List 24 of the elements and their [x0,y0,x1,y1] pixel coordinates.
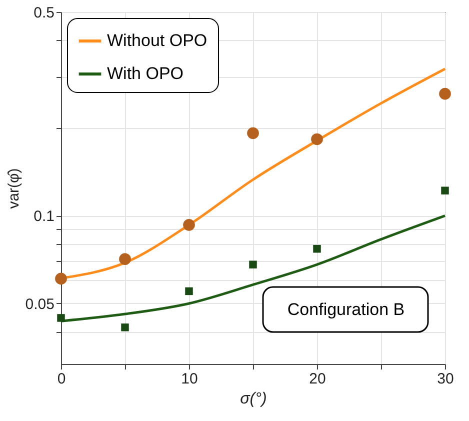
x-tick-label: 10 [181,370,198,388]
y-tick-label: 0.5 [34,4,54,22]
x-tick-label: 0 [57,370,66,388]
point [119,253,131,265]
point [313,244,321,253]
annotation: Configuration B [287,300,405,319]
point [441,186,449,194]
point [57,314,65,322]
x-axis-title: σ(°) [240,390,267,408]
y-tick-label: 0.1 [34,208,54,226]
point [249,260,257,268]
point [311,133,323,146]
point [439,88,451,100]
x-tick-label: 20 [309,370,326,388]
legend-label: With OPO [107,64,184,83]
point [55,272,67,285]
point [183,219,195,231]
point [121,324,129,332]
point [247,127,259,140]
x-tick-label: 30 [437,370,454,388]
y-axis-title: var(φ̂) [5,168,22,209]
point [185,287,193,296]
y-tick-label: 0.05 [25,296,54,313]
legend-label: Without OPO [107,31,208,50]
